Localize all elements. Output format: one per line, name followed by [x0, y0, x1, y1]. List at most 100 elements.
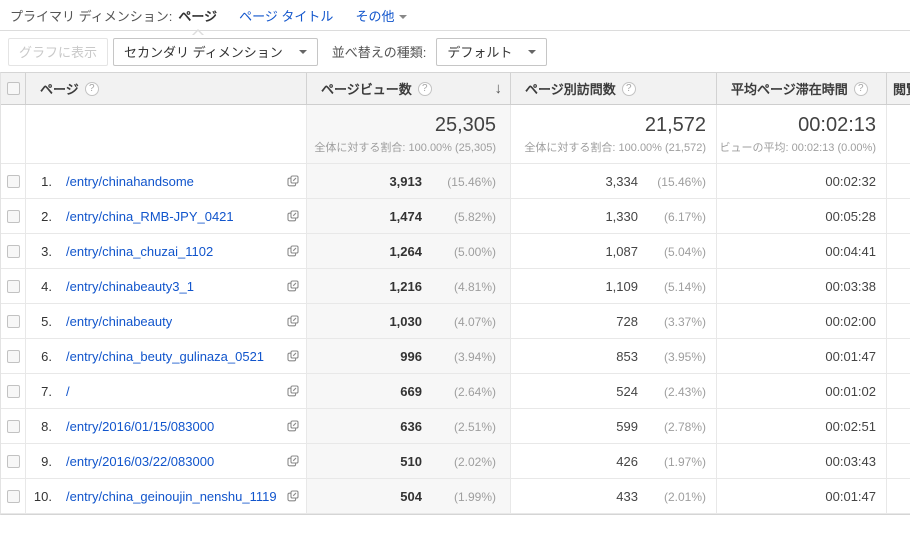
table-header-row: ページ ? ページビュー数 ? ↓ ページ別訪問数 ? 平均ページ滞在時間 ? …: [1, 73, 910, 105]
page-cell: 4. /entry/chinabeauty3_1: [26, 269, 307, 303]
open-in-new-icon[interactable]: [287, 175, 299, 187]
row-checkbox-cell: [1, 304, 26, 338]
page-link[interactable]: /entry/2016/01/15/083000: [66, 418, 215, 434]
pageviews-cell: 996 (3.94%): [307, 339, 511, 373]
row-checkbox[interactable]: [6, 209, 20, 223]
row-index: 8.: [41, 418, 52, 434]
primary-dimension-bar: プライマリ ディメンション: ページ ページ タイトル その他: [0, 0, 910, 36]
avg-time-cell: 00:05:28: [717, 199, 887, 233]
open-in-new-icon[interactable]: [287, 245, 299, 257]
pageviews-value: 1,216: [389, 278, 422, 294]
page-link[interactable]: /entry/chinabeauty: [66, 313, 173, 329]
table-toolbar: グラフに表示 セカンダリ ディメンション 並べ替えの種類: デフォルト: [0, 31, 910, 72]
entrances-cell: [887, 164, 910, 198]
totals-pageviews-subtext: 全体に対する割合: 100.00% (25,305): [314, 142, 496, 154]
row-checkbox[interactable]: [6, 174, 20, 188]
open-in-new-icon[interactable]: [287, 385, 299, 397]
page-link[interactable]: /entry/china_chuzai_1102: [66, 243, 214, 259]
pageviews-cell: 3,913 (15.46%): [307, 164, 511, 198]
entrances-cell: [887, 409, 910, 443]
row-checkbox-cell: [1, 339, 26, 373]
page-link[interactable]: /: [66, 383, 70, 399]
page-cell: 5. /entry/chinabeauty: [26, 304, 307, 338]
sort-descending-icon[interactable]: ↓: [494, 80, 503, 97]
totals-empty-cell: [887, 105, 910, 163]
page-link[interactable]: /entry/china_beuty_gulinaza_0521: [66, 348, 265, 364]
page-link[interactable]: /entry/china_geinoujin_nenshu_1119: [66, 488, 277, 504]
page-link[interactable]: /entry/chinahandsome: [66, 173, 194, 189]
open-in-new-icon[interactable]: [287, 350, 299, 362]
unique-pageviews-value: 1,109: [605, 278, 638, 294]
show-on-graph-button[interactable]: グラフに表示: [8, 37, 109, 66]
help-icon[interactable]: ?: [621, 81, 636, 96]
pageviews-value: 1,474: [389, 208, 422, 224]
dimension-tab-other[interactable]: その他: [355, 6, 408, 25]
page-link[interactable]: /entry/2016/03/22/083000: [66, 453, 215, 469]
row-checkbox[interactable]: [6, 314, 20, 328]
totals-pageviews-cell: 25,305 全体に対する割合: 100.00% (25,305): [307, 105, 511, 163]
page-link[interactable]: /entry/chinabeauty3_1: [66, 278, 194, 294]
totals-avg-time-subtext: ビューの平均: 00:02:13 (0.00%): [719, 142, 876, 154]
page-cell: 10. /entry/china_geinoujin_nenshu_1119: [26, 479, 307, 513]
unique-pageviews-value: 599: [616, 418, 638, 434]
table-row: 10. /entry/china_geinoujin_nenshu_1119 5…: [1, 479, 910, 514]
page-link[interactable]: /entry/china_RMB-JPY_0421: [66, 208, 234, 224]
avg-time-cell: 00:01:47: [717, 479, 887, 513]
avg-time-cell: 00:01:02: [717, 374, 887, 408]
column-header-pageviews[interactable]: ページビュー数 ? ↓: [307, 73, 511, 104]
pageviews-value: 504: [400, 488, 422, 504]
open-in-new-icon[interactable]: [287, 210, 299, 222]
row-checkbox[interactable]: [6, 419, 20, 433]
chevron-down-icon: [528, 49, 537, 54]
totals-avg-time-value: 00:02:13: [798, 114, 876, 136]
page-cell: 3. /entry/china_chuzai_1102: [26, 234, 307, 268]
totals-pageviews-value: 25,305: [434, 114, 496, 136]
unique-pageviews-cell: 524 (2.43%): [511, 374, 717, 408]
avg-time-value: 00:01:02: [825, 383, 876, 399]
open-in-new-icon[interactable]: [287, 455, 299, 467]
column-header-unique-pageviews-label: ページ別訪問数: [525, 82, 616, 97]
page-cell: 7. /: [26, 374, 307, 408]
column-header-entrances-truncated[interactable]: 閲覧開始数: [887, 73, 910, 104]
unique-pageviews-cell: 3,334 (15.46%): [511, 164, 717, 198]
pageviews-percent: (2.02%): [453, 454, 496, 469]
row-checkbox[interactable]: [6, 489, 20, 503]
secondary-dimension-button[interactable]: セカンダリ ディメンション: [113, 37, 318, 66]
open-in-new-icon[interactable]: [287, 315, 299, 327]
dimension-tab-page-title[interactable]: ページ タイトル: [239, 8, 334, 24]
pageviews-value: 1,030: [389, 313, 422, 329]
row-checkbox[interactable]: [6, 349, 20, 363]
pageviews-cell: 1,030 (4.07%): [307, 304, 511, 338]
row-checkbox[interactable]: [6, 244, 20, 258]
column-header-avg-time-label: 平均ページ滞在時間: [731, 82, 848, 97]
page-cell: 9. /entry/2016/03/22/083000: [26, 444, 307, 478]
row-index: 2.: [41, 208, 52, 224]
select-all-checkbox[interactable]: [6, 82, 20, 95]
help-icon[interactable]: ?: [417, 81, 432, 96]
pageviews-percent: (15.46%): [447, 174, 496, 189]
open-in-new-icon[interactable]: [287, 490, 299, 502]
help-icon[interactable]: ?: [853, 81, 868, 96]
avg-time-value: 00:02:32: [825, 173, 876, 189]
entrances-cell: [887, 304, 910, 338]
column-header-page[interactable]: ページ ?: [26, 73, 307, 104]
open-in-new-icon[interactable]: [287, 420, 299, 432]
unique-pageviews-value: 728: [616, 313, 638, 329]
row-checkbox[interactable]: [6, 454, 20, 468]
pageviews-cell: 1,474 (5.82%): [307, 199, 511, 233]
avg-time-cell: 00:03:43: [717, 444, 887, 478]
select-all-checkbox-cell[interactable]: [1, 73, 26, 104]
row-index: 3.: [41, 243, 52, 259]
totals-avg-time-cell: 00:02:13 ビューの平均: 00:02:13 (0.00%): [717, 105, 887, 163]
unique-pageviews-cell: 599 (2.78%): [511, 409, 717, 443]
row-checkbox[interactable]: [6, 279, 20, 293]
row-checkbox-cell: [1, 479, 26, 513]
open-in-new-icon[interactable]: [287, 280, 299, 292]
column-header-avg-time[interactable]: 平均ページ滞在時間 ?: [717, 73, 887, 104]
sort-type-dropdown[interactable]: デフォルト: [436, 37, 548, 66]
row-checkbox-cell: [1, 444, 26, 478]
help-icon[interactable]: ?: [84, 81, 99, 96]
column-header-unique-pageviews[interactable]: ページ別訪問数 ?: [511, 73, 717, 104]
row-checkbox[interactable]: [6, 384, 20, 398]
dimension-tab-page[interactable]: ページ: [178, 6, 217, 36]
